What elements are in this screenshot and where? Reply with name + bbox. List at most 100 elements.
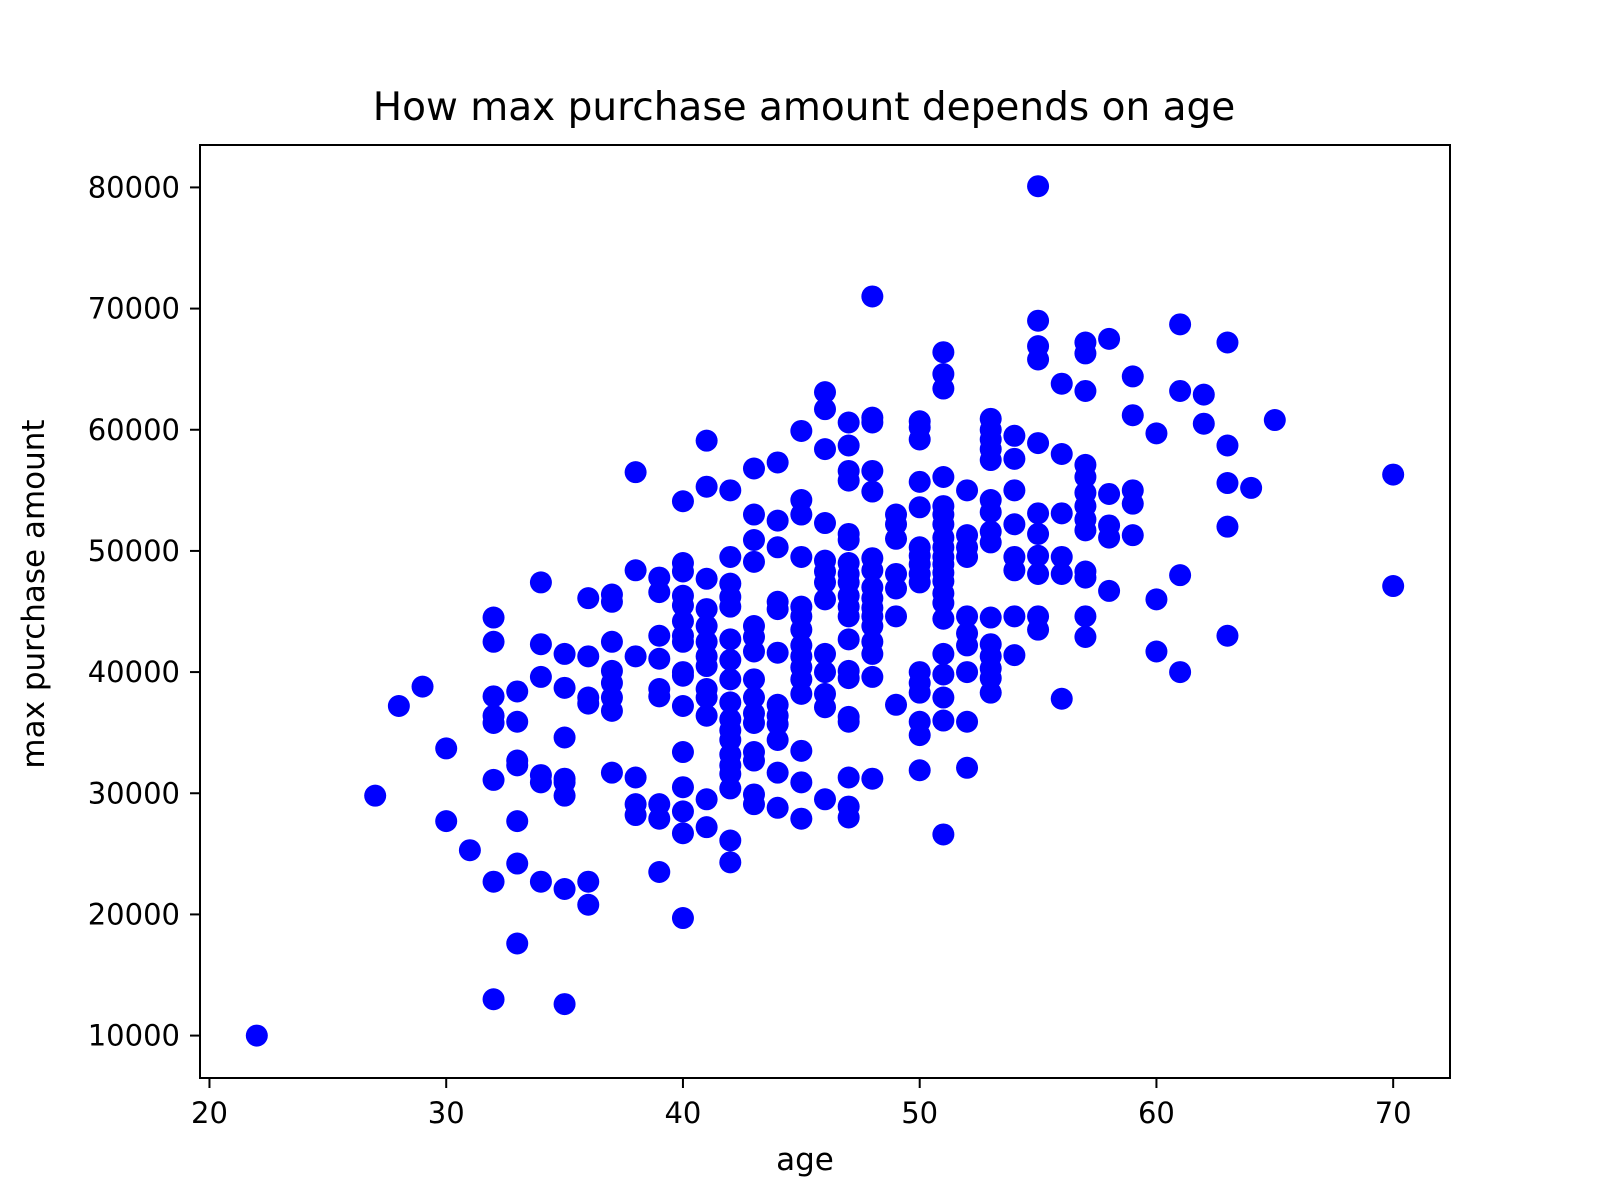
scatter-point <box>671 907 694 930</box>
scatter-point <box>482 768 505 791</box>
scatter-point <box>956 661 979 684</box>
scatter-point <box>742 793 765 816</box>
scatter-point <box>979 501 1002 524</box>
scatter-point <box>1216 624 1239 647</box>
scatter-point <box>885 693 908 716</box>
scatter-point <box>1216 434 1239 457</box>
scatter-point <box>719 545 742 568</box>
scatter-point <box>1169 564 1192 587</box>
scatter-point <box>885 605 908 628</box>
scatter-point <box>695 429 718 452</box>
scatter-point <box>885 577 908 600</box>
scatter-point <box>1216 515 1239 538</box>
scatter-point <box>766 451 789 474</box>
scatter-point <box>648 807 671 830</box>
scatter-point <box>932 709 955 732</box>
scatter-point <box>1169 661 1192 684</box>
scatter-point <box>766 509 789 532</box>
scatter-point <box>861 411 884 434</box>
scatter-point <box>506 852 529 875</box>
scatter-point <box>624 559 647 582</box>
scatter-point <box>742 640 765 663</box>
scatter-point <box>956 634 979 657</box>
scatter-point <box>1098 482 1121 505</box>
scatter-point <box>932 341 955 364</box>
scatter-point <box>979 531 1002 554</box>
scatter-point <box>1074 566 1097 589</box>
scatter-point <box>1003 479 1026 502</box>
scatter-point <box>1003 513 1026 536</box>
scatter-point <box>1050 687 1073 710</box>
scatter-point <box>482 685 505 708</box>
scatter-point <box>387 695 410 718</box>
scatter-point <box>695 788 718 811</box>
scatter-point <box>837 667 860 690</box>
scatter-point <box>861 615 884 638</box>
scatter-point <box>766 713 789 736</box>
scatter-point <box>742 711 765 734</box>
scatter-point <box>742 503 765 526</box>
scatter-point <box>790 807 813 830</box>
scatter-point <box>814 788 836 811</box>
scatter-point <box>1027 544 1050 567</box>
scatter-point <box>1003 447 1026 470</box>
scatter-point <box>790 618 813 641</box>
scatter-point <box>529 633 552 656</box>
scatter-point <box>766 728 789 751</box>
y-tick-label: 30000 <box>88 776 180 810</box>
scatter-point <box>837 411 860 434</box>
scatter-point <box>956 605 979 628</box>
y-tick-label: 10000 <box>88 1019 180 1053</box>
x-tick-label: 40 <box>664 1096 701 1130</box>
scatter-point <box>553 784 576 807</box>
scatter-point <box>482 630 505 653</box>
scatter-point <box>506 680 529 703</box>
scatter-point <box>1027 348 1050 371</box>
y-axis-label: max purchase amount <box>16 419 52 768</box>
scatter-point <box>742 686 765 709</box>
x-axis: 20 30 40 50 60 70 <box>191 1078 1412 1130</box>
scatter-point <box>814 571 836 594</box>
scatter-point <box>932 823 955 846</box>
scatter-point <box>529 870 552 893</box>
scatter-point <box>577 893 600 916</box>
x-tick-label: 70 <box>1375 1096 1412 1130</box>
scatter-point <box>742 457 765 480</box>
scatter-point <box>1027 562 1050 585</box>
scatter-point <box>600 761 623 784</box>
scatter-point <box>932 592 955 615</box>
x-tick-label: 20 <box>191 1096 228 1130</box>
scatter-point <box>932 377 955 400</box>
scatter-point <box>790 419 813 442</box>
scatter-point <box>529 665 552 688</box>
scatter-point <box>1145 422 1168 445</box>
scatter-point <box>695 598 718 621</box>
scatter-point <box>1050 442 1073 465</box>
y-tick-label: 50000 <box>88 534 180 568</box>
y-tick-label: 20000 <box>88 897 180 931</box>
scatter-point <box>908 681 931 704</box>
scatter-point <box>1027 522 1050 545</box>
scatter-point <box>1216 331 1239 354</box>
scatter-point <box>553 642 576 665</box>
scatter-point <box>695 655 718 678</box>
scatter-point <box>1382 463 1405 486</box>
scatter-point <box>1263 409 1286 432</box>
scatter-point <box>1098 579 1121 602</box>
scatter-point <box>956 545 979 568</box>
scatter-point <box>719 595 742 618</box>
scatter-point <box>1027 175 1050 198</box>
scatter-point <box>671 664 694 687</box>
scatter-point <box>364 784 387 807</box>
scatter-point <box>837 469 860 492</box>
scatter-point <box>553 993 576 1016</box>
scatter-point <box>790 503 813 526</box>
plot-frame <box>199 144 1451 1079</box>
scatter-point <box>861 285 884 308</box>
scatter-point <box>861 559 884 582</box>
scatter-point <box>932 642 955 665</box>
scatter-point <box>979 449 1002 472</box>
scatter-point <box>1050 562 1073 585</box>
scatter-point <box>814 588 836 611</box>
scatter-point <box>671 800 694 823</box>
